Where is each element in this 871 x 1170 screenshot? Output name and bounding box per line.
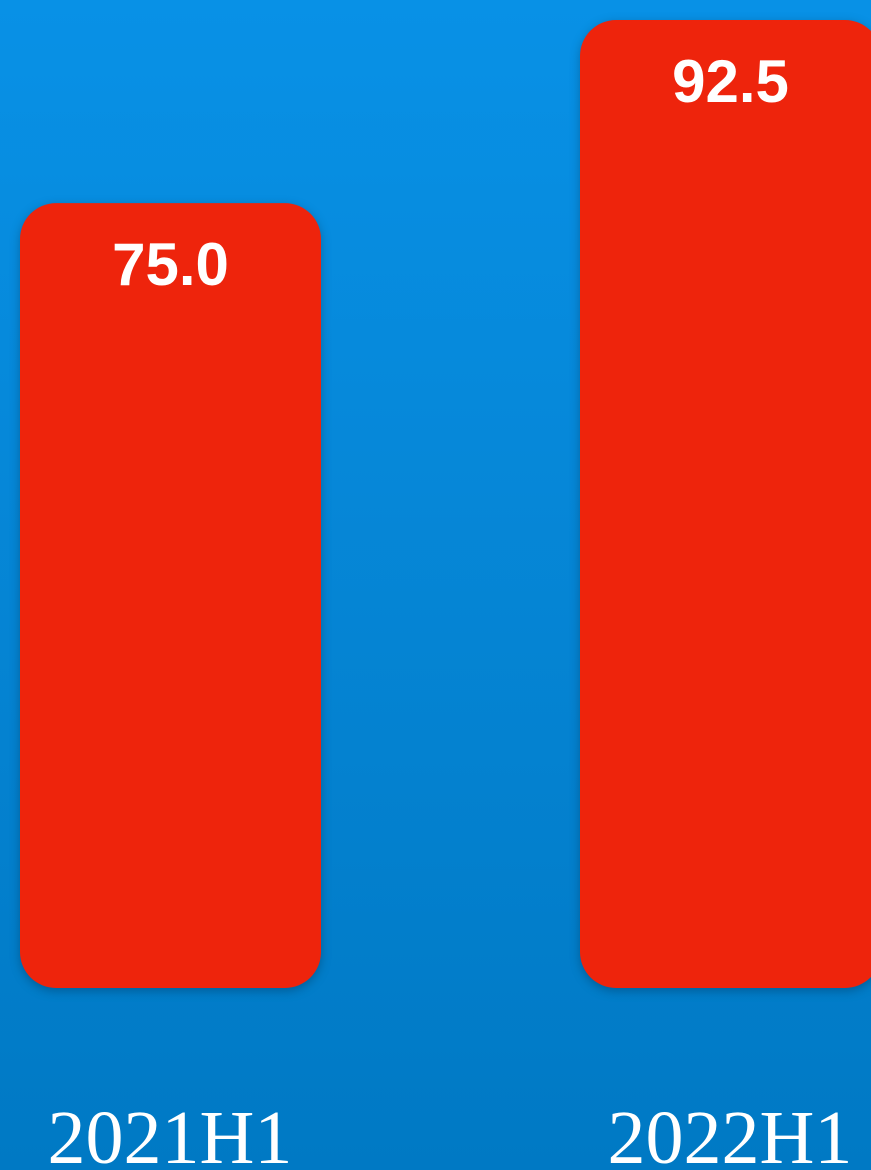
category-label-2022H1: 2022H1: [608, 1096, 853, 1170]
bar-2021H1: [20, 203, 321, 988]
bars-layer: [20, 20, 871, 988]
data-label-2021H1: 75.0: [112, 231, 229, 298]
bar-2022H1: [580, 20, 871, 988]
labels-layer: 75.0 2021H1 92.5 2022H1: [48, 48, 853, 1170]
data-label-2022H1: 92.5: [672, 48, 789, 115]
category-label-2021H1: 2021H1: [48, 1096, 293, 1170]
